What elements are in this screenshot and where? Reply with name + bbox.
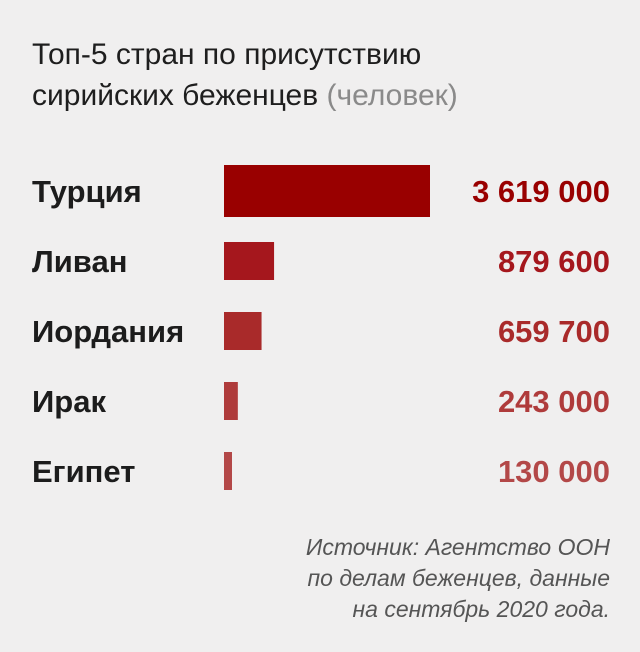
bar-1	[224, 165, 430, 217]
source-line-1: Источник: Агентство ООН	[305, 534, 610, 560]
source-line-2: по делам беженцев, данные	[307, 565, 610, 591]
title-line-2: сирийских беженцев	[32, 79, 319, 112]
bar-2	[224, 242, 275, 280]
category-label-4: Ирак	[32, 384, 106, 419]
value-label-3: 659 700	[498, 314, 610, 349]
bar-4	[224, 382, 238, 420]
value-label-4: 243 000	[498, 384, 610, 419]
title-line-1: Топ-5 стран по присутствию	[32, 38, 422, 71]
category-label-2: Ливан	[32, 244, 127, 279]
value-label-5: 130 000	[498, 454, 610, 489]
bar-3	[224, 312, 262, 350]
category-label-3: Иордания	[32, 314, 184, 349]
value-label-2: 879 600	[498, 244, 610, 279]
value-label-1: 3 619 000	[472, 174, 610, 209]
category-label-1: Турция	[32, 174, 142, 209]
bar-5	[224, 452, 232, 490]
source-note: Источник: Агентство ООН по делам беженце…	[190, 532, 610, 625]
category-label-5: Египет	[32, 454, 135, 489]
chart-title: Топ-5 стран по присутствию сирийских беж…	[32, 34, 622, 116]
source-line-3: на сентябрь 2020 года.	[352, 596, 610, 622]
title-unit: (человек)	[326, 79, 458, 112]
